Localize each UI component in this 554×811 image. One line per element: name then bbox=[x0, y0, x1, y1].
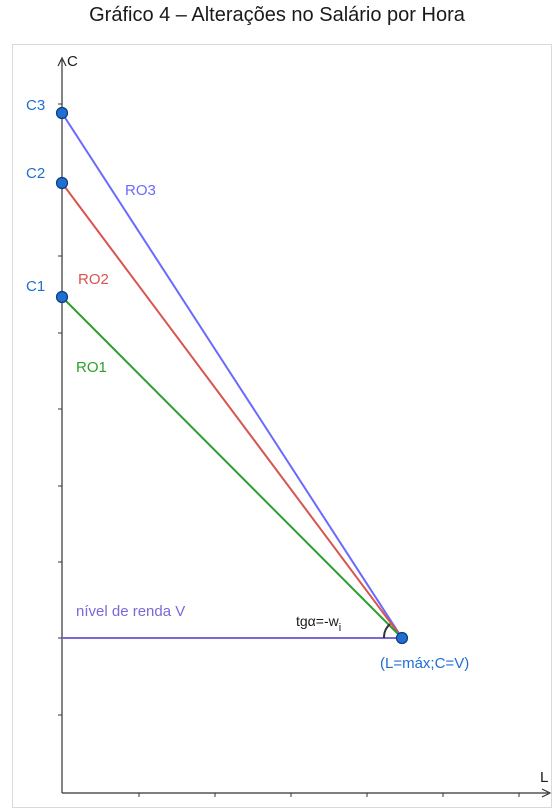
slope-label-subscript: i bbox=[339, 622, 341, 634]
plot-frame bbox=[12, 44, 552, 808]
x-axis-label: L bbox=[540, 769, 548, 786]
slope-label-main: tgα=-w bbox=[296, 613, 340, 629]
y-axis-label: C bbox=[67, 53, 78, 70]
x-axis-arrow bbox=[541, 788, 552, 798]
point-c2-label: C2 bbox=[26, 165, 45, 182]
income-level-label: nível de renda V bbox=[76, 603, 185, 620]
line-label-ro3: RO3 bbox=[125, 182, 156, 199]
point-c1 bbox=[55, 290, 69, 304]
chart-title: Gráfico 4 – Alterações no Salário por Ho… bbox=[89, 4, 465, 26]
slope-label: tgα=-wi bbox=[296, 613, 341, 634]
point-c3 bbox=[55, 106, 69, 120]
line-label-ro2: RO2 bbox=[78, 271, 109, 288]
slope-angle-arc bbox=[383, 623, 391, 639]
point-c2 bbox=[55, 176, 69, 190]
x-axis-ticks bbox=[138, 793, 520, 797]
budget-line-ro1 bbox=[61, 296, 403, 639]
point-c3-label: C3 bbox=[26, 97, 45, 114]
y-axis-arrow bbox=[57, 56, 67, 67]
budget-line-ro2 bbox=[61, 182, 403, 639]
line-label-ro1: RO1 bbox=[76, 359, 107, 376]
point-c1-label: C1 bbox=[26, 278, 45, 295]
point-end-label: (L=máx;C=V) bbox=[380, 655, 469, 672]
budget-line-ro3 bbox=[61, 112, 403, 639]
point-end bbox=[395, 631, 409, 645]
